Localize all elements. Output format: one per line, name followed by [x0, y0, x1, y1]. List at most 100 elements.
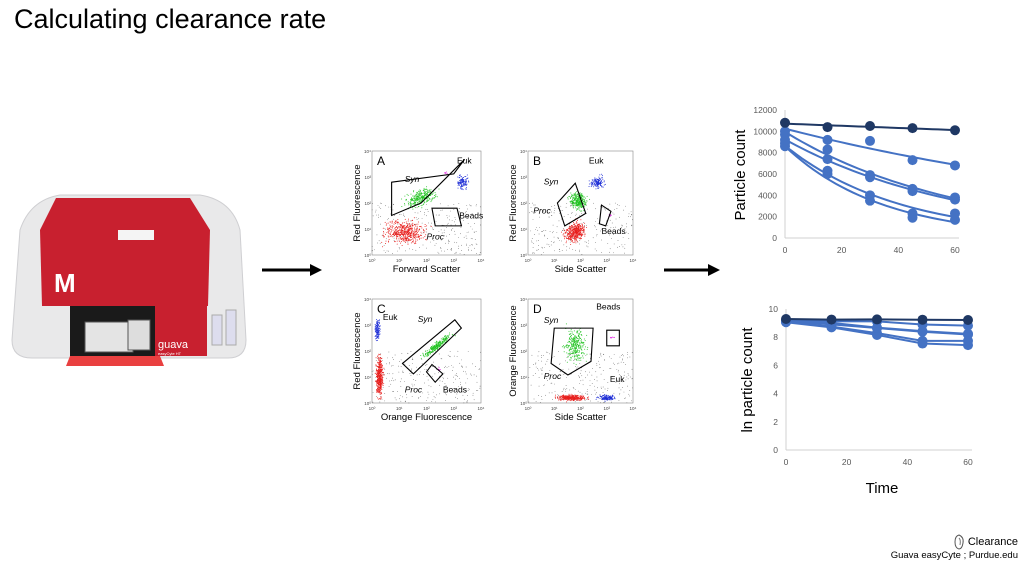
background-event-dot [439, 203, 441, 205]
background-event-dot [466, 243, 467, 245]
event-dot [432, 192, 434, 194]
background-event-dot [441, 250, 442, 252]
event-dot [414, 201, 416, 203]
background-event-dot [473, 231, 475, 233]
event-dot [404, 218, 406, 220]
event-dot [412, 234, 414, 236]
event-dot [406, 240, 408, 242]
event-dot [400, 228, 402, 230]
event-dot [386, 232, 388, 234]
event-dot [404, 241, 406, 243]
background-event-dot [467, 208, 468, 210]
event-dot [404, 236, 406, 238]
background-event-dot [457, 236, 459, 238]
event-dot [417, 206, 419, 208]
event-dot [394, 231, 396, 233]
event-dot [409, 224, 411, 226]
data-point-series-3 [950, 192, 960, 203]
event-dot [425, 234, 427, 236]
event-dot [408, 235, 410, 237]
event-dot [423, 232, 425, 234]
background-event-dot [421, 222, 423, 224]
background-event-dot [475, 231, 477, 232]
event-dot [417, 237, 419, 239]
background-event-dot [466, 204, 468, 206]
y-axis-label: ln particle count [739, 327, 756, 433]
event-dot [416, 234, 418, 236]
background-event-dot [371, 209, 373, 211]
event-dot [407, 203, 409, 205]
event-dot [438, 188, 440, 190]
event-dot [412, 236, 414, 238]
background-event-dot [384, 228, 386, 229]
event-dot [410, 193, 412, 195]
background-event-dot [439, 235, 440, 237]
event-dot [397, 228, 399, 230]
background-event-dot [447, 222, 449, 224]
background-event-dot [455, 219, 457, 220]
background-event-dot [427, 209, 428, 210]
event-dot [383, 232, 385, 234]
event-dot [407, 235, 409, 237]
background-event-dot [421, 233, 423, 235]
event-dot [410, 239, 412, 241]
background-event-dot [392, 253, 393, 254]
event-dot [388, 232, 390, 234]
event-dot [398, 238, 400, 240]
background-event-dot [378, 206, 380, 208]
background-event-dot [376, 234, 378, 236]
event-dot [396, 226, 398, 228]
event-dot [407, 239, 409, 241]
background-event-dot [388, 250, 389, 252]
background-event-dot [399, 248, 400, 250]
event-dot [393, 223, 395, 225]
background-event-dot [430, 225, 431, 227]
event-dot [396, 243, 398, 245]
background-event-dot [441, 232, 443, 234]
background-event-dot [426, 238, 428, 240]
event-dot [415, 228, 417, 230]
background-event-dot [373, 249, 375, 251]
event-dot [387, 227, 389, 229]
event-dot [413, 233, 415, 235]
event-dot [405, 226, 407, 228]
event-dot [420, 199, 422, 201]
background-event-dot [465, 212, 466, 214]
event-dot [426, 200, 428, 202]
background-event-dot [419, 227, 421, 229]
background-event-dot [455, 224, 456, 226]
instrument-brand-logo: M [54, 268, 76, 298]
background-event-dot [416, 207, 418, 209]
background-event-dot [466, 237, 468, 239]
background-event-dot [480, 214, 481, 215]
event-dot [399, 229, 401, 231]
event-dot [416, 230, 418, 232]
data-point-series-5 [865, 190, 875, 201]
background-event-dot [378, 240, 380, 242]
background-event-dot [390, 206, 391, 208]
x-tick-label: 60 [950, 245, 960, 255]
event-dot [417, 223, 419, 225]
background-event-dot [448, 242, 450, 244]
background-event-dot [448, 215, 450, 217]
event-dot [425, 193, 427, 195]
event-dot [407, 232, 409, 234]
event-dot [399, 225, 401, 227]
background-event-dot [468, 231, 470, 233]
background-event-dot [452, 228, 454, 229]
background-event-dot [388, 218, 389, 219]
background-event-dot [468, 248, 469, 250]
background-event-dot [454, 253, 456, 254]
event-dot [394, 234, 396, 236]
event-dot [408, 239, 410, 241]
background-event-dot [432, 227, 433, 229]
event-dot [411, 232, 413, 234]
background-event-dot [453, 209, 455, 211]
background-event-dot [471, 244, 473, 245]
background-event-dot [453, 230, 455, 232]
background-event-dot [425, 208, 427, 210]
event-dot [413, 231, 415, 233]
event-dot [412, 199, 414, 201]
event-dot [400, 236, 402, 238]
background-event-dot [468, 249, 469, 251]
